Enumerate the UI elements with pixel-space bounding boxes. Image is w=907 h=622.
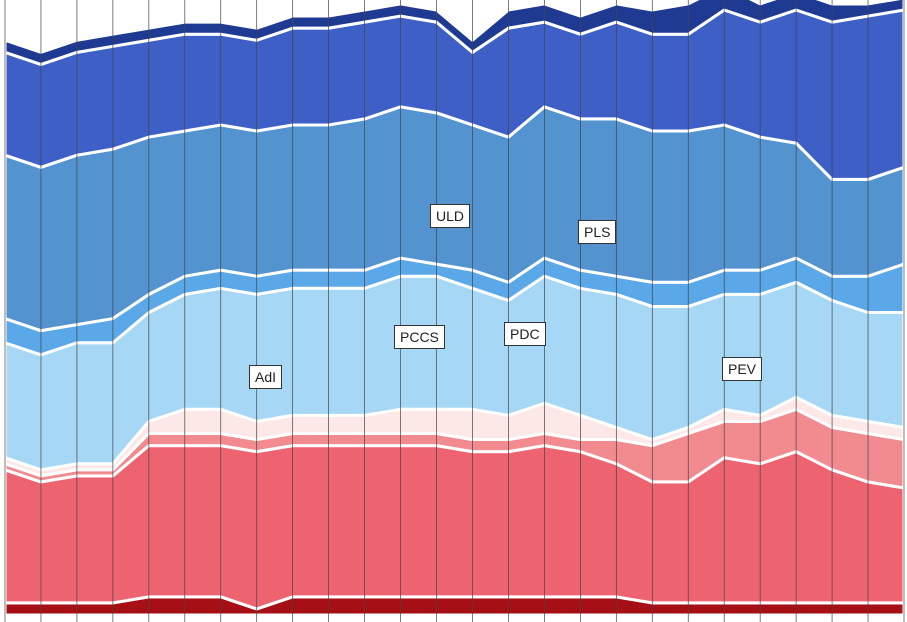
- annotation: PLS: [578, 220, 617, 244]
- annotation: PDC: [504, 322, 546, 346]
- annotation: AdI: [249, 365, 283, 389]
- annotation: PEV: [722, 357, 763, 381]
- annotation: PCCS: [394, 325, 445, 349]
- annotation: ULD: [430, 204, 471, 228]
- area: [3, 444, 906, 611]
